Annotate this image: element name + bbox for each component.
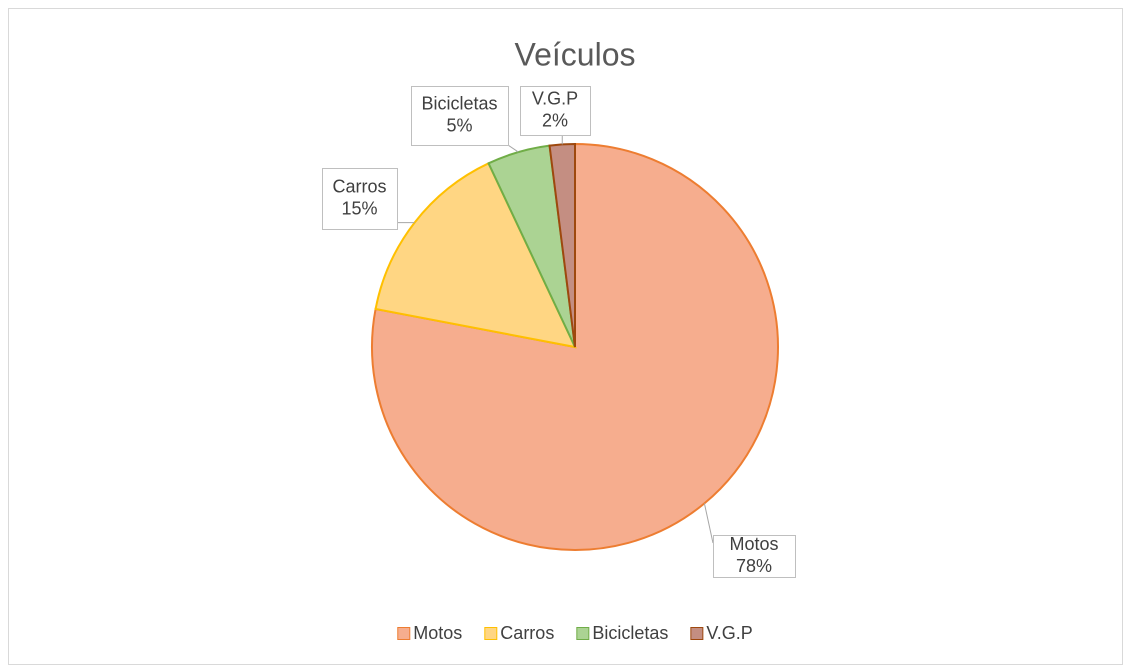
data-label-value: 5% bbox=[446, 115, 472, 135]
chart-title: Veículos bbox=[515, 36, 636, 72]
data-label-value: 78% bbox=[736, 556, 772, 576]
legend-label: Carros bbox=[500, 623, 554, 643]
legend-swatch bbox=[397, 627, 411, 640]
label-box bbox=[322, 168, 398, 230]
data-label-category: Motos bbox=[729, 534, 778, 554]
label-box bbox=[520, 86, 591, 136]
legend-label: Motos bbox=[413, 623, 462, 643]
label-box bbox=[713, 535, 796, 578]
legend-label: Bicicletas bbox=[592, 623, 668, 643]
legend-swatch bbox=[690, 627, 704, 640]
data-label-category: Carros bbox=[332, 176, 386, 196]
legend: Motos Carros Bicicletas V.G.P bbox=[397, 623, 753, 643]
legend-swatch bbox=[576, 627, 590, 640]
pie-slice bbox=[374, 161, 577, 349]
data-label-category: V.G.P bbox=[532, 88, 578, 108]
data-label-value: 2% bbox=[542, 110, 568, 130]
pie-slice bbox=[548, 142, 576, 348]
legend-label: V.G.P bbox=[706, 623, 752, 643]
leader-line bbox=[703, 503, 714, 544]
leader-line bbox=[507, 144, 519, 153]
data-label-value: 15% bbox=[341, 198, 377, 218]
data-label-category: Bicicletas bbox=[421, 93, 497, 113]
legend-swatch bbox=[484, 627, 498, 640]
label-box bbox=[411, 86, 509, 146]
